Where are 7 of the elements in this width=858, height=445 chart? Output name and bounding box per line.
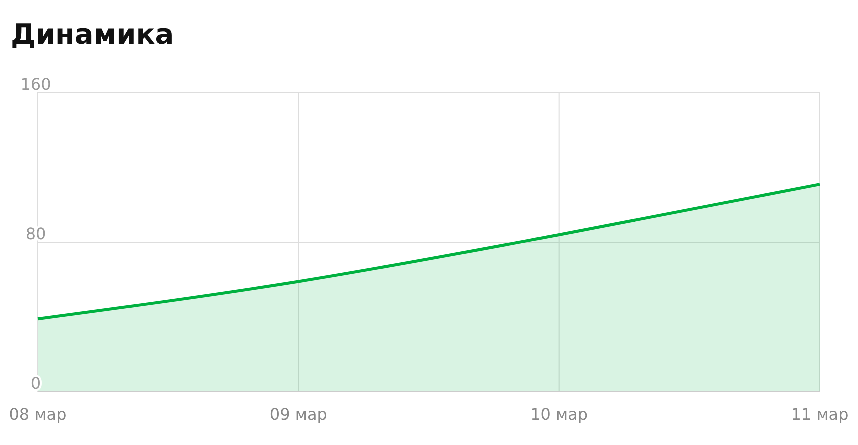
chart-title: Динамика [11,18,174,51]
y-tick-label: 160 [20,75,52,94]
x-tick-label: 08 мар [9,405,67,424]
y-tick-label: 80 [26,224,46,244]
x-tick-label: 11 мар [791,405,849,424]
x-tick-label: 09 мар [270,405,328,424]
x-tick-label: 10 мар [530,405,588,424]
